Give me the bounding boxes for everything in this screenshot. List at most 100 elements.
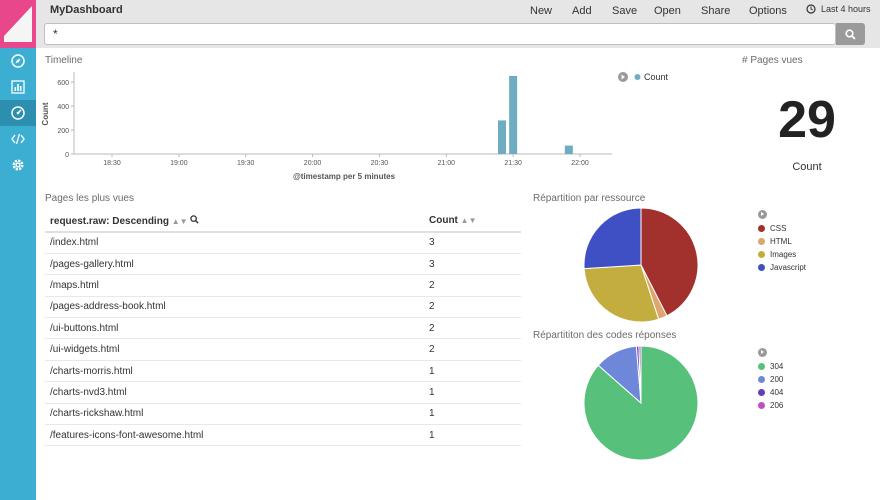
cell-count: 3	[424, 232, 521, 254]
search-button[interactable]	[836, 23, 865, 45]
sort-icon[interactable]: ▲▼	[171, 216, 188, 226]
dashboard-icon[interactable]	[0, 100, 36, 126]
options-button[interactable]: Options	[749, 5, 787, 17]
search-input[interactable]	[44, 23, 836, 45]
cell-count: 3	[424, 253, 521, 276]
pie-chart-status-codes	[583, 345, 699, 461]
time-range-label: Last 4 hours	[821, 4, 871, 14]
search-icon[interactable]	[190, 214, 199, 224]
y-tick-label: 600	[57, 80, 69, 87]
table-row[interactable]: /index.html 3	[45, 232, 521, 254]
legend-label: 206	[770, 401, 784, 410]
app-title: MyDashboard	[50, 4, 123, 16]
legend-item[interactable]: HTML	[758, 235, 806, 248]
cell-count: 1	[424, 403, 521, 426]
pie-resource-title: Répartition par ressource	[533, 193, 646, 204]
legend-item[interactable]: 200	[758, 373, 783, 386]
devtools-icon[interactable]	[0, 126, 36, 152]
cell-request[interactable]: /index.html	[45, 232, 424, 254]
cell-request[interactable]: /ui-buttons.html	[45, 317, 424, 340]
x-tick-label: 18:30	[103, 160, 121, 167]
open-button[interactable]: Open	[654, 5, 681, 17]
legend-item[interactable]: CSS	[758, 222, 806, 235]
table-row[interactable]: /features-icons-font-awesome.html 1	[45, 424, 521, 447]
search-icon	[845, 28, 856, 40]
legend-dot	[758, 389, 765, 396]
metric-label: Count	[792, 161, 822, 173]
pie-resource-legend: CSS HTML Images Javascript	[758, 209, 806, 274]
discover-icon[interactable]	[0, 48, 36, 74]
sort-icon[interactable]: ▲▼	[460, 216, 477, 225]
legend-toggle-icon[interactable]	[618, 72, 628, 82]
x-tick-label: 21:00	[438, 160, 456, 167]
table-row[interactable]: /ui-buttons.html 2	[45, 317, 521, 340]
legend-label[interactable]: Count	[644, 72, 669, 82]
pie-status-legend: 304 200 404 206	[758, 347, 783, 412]
top-bar: MyDashboard New Add Save Open Share Opti…	[36, 0, 880, 22]
metric-title: # Pages vues	[742, 55, 803, 66]
kibana-logo[interactable]	[0, 0, 36, 48]
legend-label: HTML	[770, 237, 792, 246]
y-tick-label: 400	[57, 104, 69, 111]
column-header-request[interactable]: request.raw: Descending ▲▼	[45, 210, 424, 233]
legend-dot	[758, 238, 765, 245]
cell-request[interactable]: /pages-address-book.html	[45, 296, 424, 319]
table-row[interactable]: /charts-morris.html 1	[45, 360, 521, 383]
column-header-count[interactable]: Count ▲▼	[424, 210, 521, 233]
timeline-title: Timeline	[45, 55, 83, 66]
legend-dot	[758, 402, 765, 409]
pie-slice-css[interactable]	[640, 207, 699, 317]
new-button[interactable]: New	[530, 5, 553, 17]
cell-request[interactable]: /features-icons-font-awesome.html	[45, 424, 424, 447]
cell-request[interactable]: /charts-rickshaw.html	[45, 403, 424, 426]
timeline-bar[interactable]	[564, 145, 573, 154]
legend-dot	[758, 264, 765, 271]
cell-count: 1	[424, 360, 521, 383]
legend-toggle-icon[interactable]	[758, 210, 767, 219]
pie-slice-images[interactable]	[583, 264, 660, 323]
cell-count: 2	[424, 338, 521, 361]
cell-request[interactable]: /ui-widgets.html	[45, 338, 424, 361]
time-picker[interactable]: Last 4 hours	[806, 4, 871, 14]
cell-request[interactable]: /charts-morris.html	[45, 360, 424, 383]
table-title: Pages les plus vues	[45, 193, 134, 204]
legend-item[interactable]: Images	[758, 248, 806, 261]
legend-toggle-icon[interactable]	[758, 348, 767, 357]
y-axis-label: Count	[41, 102, 50, 125]
x-tick-label: 20:00	[304, 160, 322, 167]
timeline-bar[interactable]	[498, 120, 506, 154]
table-row[interactable]: /pages-gallery.html 3	[45, 253, 521, 276]
add-button[interactable]: Add	[572, 5, 592, 17]
legend-item[interactable]: 206	[758, 399, 783, 412]
legend-label: Images	[770, 250, 797, 259]
cell-count: 1	[424, 424, 521, 447]
y-tick-label: 0	[65, 152, 69, 159]
table-row[interactable]: /ui-widgets.html 2	[45, 338, 521, 361]
legend-dot	[758, 251, 765, 258]
column-header-label: Count	[429, 215, 458, 226]
legend-item[interactable]: 404	[758, 386, 783, 399]
metric-value: 29	[778, 91, 836, 149]
legend-item[interactable]: 304	[758, 360, 783, 373]
y-tick-label: 200	[57, 128, 69, 135]
pie-slice-javascript[interactable]	[583, 207, 642, 270]
legend-dot	[634, 74, 641, 80]
table-row[interactable]: /pages-address-book.html 2	[45, 296, 521, 319]
table-row[interactable]: /charts-rickshaw.html 1	[45, 403, 521, 426]
legend-dot	[758, 376, 765, 383]
timeline-bar[interactable]	[509, 76, 518, 154]
cell-request[interactable]: /charts-nvd3.html	[45, 381, 424, 404]
cell-request[interactable]: /pages-gallery.html	[45, 253, 424, 276]
cell-count: 2	[424, 317, 521, 340]
legend-item[interactable]: Javascript	[758, 261, 806, 274]
gear-icon[interactable]	[0, 152, 36, 178]
save-button[interactable]: Save	[612, 5, 638, 17]
logo-shape	[4, 6, 32, 42]
pie-slice-206[interactable]	[638, 345, 642, 404]
table-row[interactable]: /maps.html 2	[45, 274, 521, 297]
table-row[interactable]: /charts-nvd3.html 1	[45, 381, 521, 404]
visualize-icon[interactable]	[0, 74, 36, 100]
search-bar	[36, 22, 880, 48]
cell-request[interactable]: /maps.html	[45, 274, 424, 297]
share-button[interactable]: Share	[701, 5, 731, 17]
